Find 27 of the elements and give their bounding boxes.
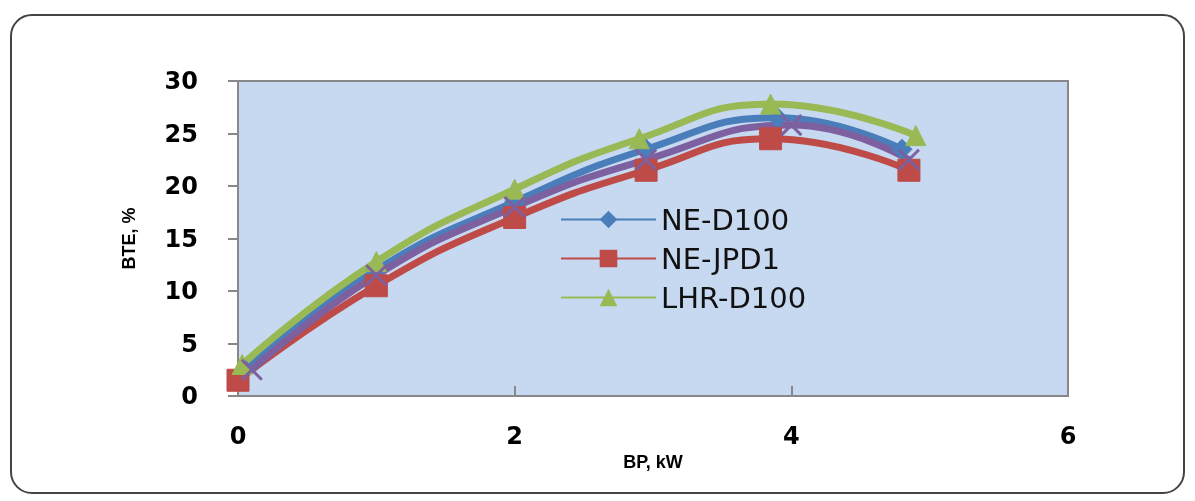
- point: [779, 113, 803, 137]
- point: [504, 178, 526, 200]
- y-tick-label: 10: [164, 277, 198, 305]
- point: [634, 148, 658, 172]
- y-tick-label: 5: [181, 329, 198, 358]
- x-axis-title: BP, kW: [623, 451, 683, 472]
- x-tick-label: 4: [782, 422, 800, 450]
- y-tick-label: 15: [164, 224, 198, 253]
- point: [760, 93, 782, 115]
- y-tick-label: 0: [181, 382, 198, 410]
- point: [364, 263, 388, 287]
- point: [897, 148, 921, 172]
- legend-label: NE-JPD1: [661, 241, 780, 276]
- y-tick-label: 30: [164, 67, 198, 95]
- point: [905, 125, 927, 147]
- legend-label: NE-D100: [661, 202, 790, 237]
- legend-label: LHR-D100: [661, 280, 807, 315]
- point: [503, 195, 527, 219]
- y-tick-label: 20: [164, 172, 198, 200]
- y-axis-title: BTE, %: [119, 207, 139, 270]
- y-tick-label: 25: [164, 119, 198, 148]
- x-tick-label: 6: [1059, 422, 1077, 450]
- point: [628, 128, 650, 150]
- x-tick-label: 0: [229, 422, 247, 450]
- x-tick-label: 2: [506, 422, 524, 450]
- point: [240, 358, 264, 382]
- point: [759, 127, 783, 151]
